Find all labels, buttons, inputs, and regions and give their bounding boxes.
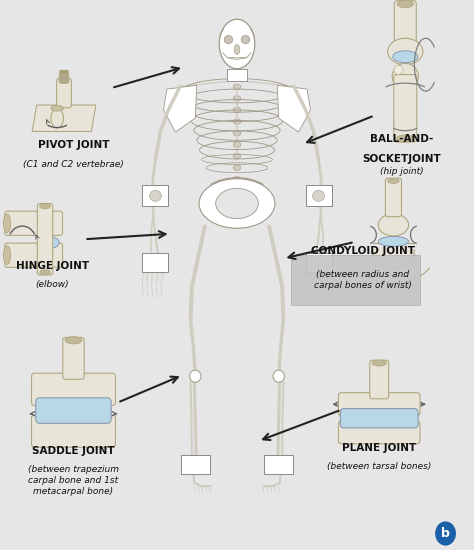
Ellipse shape — [312, 190, 324, 201]
Ellipse shape — [61, 70, 67, 74]
Ellipse shape — [38, 236, 59, 249]
Text: b: b — [441, 527, 450, 540]
Ellipse shape — [233, 165, 241, 170]
Ellipse shape — [233, 177, 241, 182]
Text: PIVOT JOINT: PIVOT JOINT — [38, 140, 109, 150]
FancyBboxPatch shape — [340, 409, 418, 428]
Ellipse shape — [233, 84, 241, 90]
Text: SOCKETJOINT: SOCKETJOINT — [363, 154, 441, 164]
Ellipse shape — [224, 35, 233, 43]
FancyBboxPatch shape — [142, 253, 168, 272]
Ellipse shape — [233, 130, 241, 136]
Ellipse shape — [388, 179, 399, 183]
FancyBboxPatch shape — [181, 455, 210, 474]
Ellipse shape — [241, 35, 250, 43]
FancyBboxPatch shape — [227, 69, 247, 81]
FancyBboxPatch shape — [306, 253, 332, 272]
Ellipse shape — [233, 153, 241, 159]
Ellipse shape — [199, 179, 275, 228]
FancyBboxPatch shape — [366, 227, 421, 249]
Ellipse shape — [51, 108, 64, 128]
Text: (between tarsal bones): (between tarsal bones) — [327, 462, 431, 471]
Ellipse shape — [190, 370, 201, 382]
Ellipse shape — [149, 190, 161, 201]
FancyBboxPatch shape — [142, 185, 168, 206]
Polygon shape — [164, 85, 197, 132]
Text: (between radius and: (between radius and — [316, 270, 409, 278]
Text: metacarpal bone): metacarpal bone) — [33, 487, 114, 496]
Ellipse shape — [233, 211, 241, 217]
Ellipse shape — [397, 0, 413, 8]
Ellipse shape — [394, 65, 403, 75]
FancyBboxPatch shape — [394, 75, 417, 142]
Text: (C1 and C2 vertebrae): (C1 and C2 vertebrae) — [23, 160, 124, 168]
Text: CONDYLOID JOINT: CONDYLOID JOINT — [310, 246, 415, 256]
Ellipse shape — [3, 214, 11, 233]
Ellipse shape — [388, 39, 423, 65]
FancyBboxPatch shape — [31, 373, 115, 405]
Text: SADDLE JOINT: SADDLE JOINT — [32, 446, 115, 456]
Ellipse shape — [51, 105, 64, 111]
FancyBboxPatch shape — [36, 398, 111, 424]
Ellipse shape — [234, 45, 240, 54]
FancyBboxPatch shape — [264, 455, 293, 474]
Text: (hip joint): (hip joint) — [380, 167, 424, 176]
Polygon shape — [32, 105, 96, 131]
FancyBboxPatch shape — [56, 79, 72, 108]
Ellipse shape — [233, 96, 241, 101]
Ellipse shape — [393, 51, 418, 63]
FancyBboxPatch shape — [5, 243, 63, 267]
Text: carpal bones of wrist): carpal bones of wrist) — [314, 280, 411, 289]
Ellipse shape — [378, 236, 409, 246]
FancyBboxPatch shape — [306, 185, 332, 206]
Text: PLANE JOINT: PLANE JOINT — [342, 443, 416, 453]
FancyBboxPatch shape — [63, 338, 84, 379]
Ellipse shape — [233, 107, 241, 113]
FancyBboxPatch shape — [394, 1, 416, 44]
Ellipse shape — [233, 188, 241, 194]
Text: carpal bone and 1st: carpal bone and 1st — [28, 476, 118, 485]
FancyBboxPatch shape — [370, 360, 389, 399]
Ellipse shape — [233, 119, 241, 124]
Ellipse shape — [372, 360, 386, 366]
Ellipse shape — [397, 135, 414, 142]
FancyBboxPatch shape — [31, 415, 115, 447]
Ellipse shape — [40, 204, 50, 208]
Ellipse shape — [219, 19, 255, 69]
Ellipse shape — [3, 246, 11, 265]
Ellipse shape — [392, 63, 419, 90]
FancyBboxPatch shape — [59, 70, 69, 83]
FancyBboxPatch shape — [338, 393, 420, 416]
Text: BALL-AND-: BALL-AND- — [370, 134, 434, 144]
Circle shape — [435, 521, 456, 546]
Ellipse shape — [216, 188, 258, 218]
Ellipse shape — [233, 200, 241, 205]
Text: HINGE JOINT: HINGE JOINT — [16, 261, 89, 271]
FancyBboxPatch shape — [5, 211, 63, 235]
Ellipse shape — [273, 370, 284, 382]
FancyBboxPatch shape — [291, 255, 420, 305]
Ellipse shape — [59, 79, 69, 84]
FancyBboxPatch shape — [385, 178, 401, 217]
Ellipse shape — [65, 337, 82, 344]
Text: (between trapezium: (between trapezium — [28, 465, 119, 474]
Ellipse shape — [378, 214, 409, 236]
FancyBboxPatch shape — [37, 204, 53, 275]
FancyBboxPatch shape — [338, 421, 420, 444]
Text: (elbow): (elbow) — [36, 280, 69, 289]
Ellipse shape — [373, 237, 414, 268]
Ellipse shape — [40, 270, 50, 274]
Polygon shape — [277, 85, 310, 132]
Ellipse shape — [233, 142, 241, 147]
